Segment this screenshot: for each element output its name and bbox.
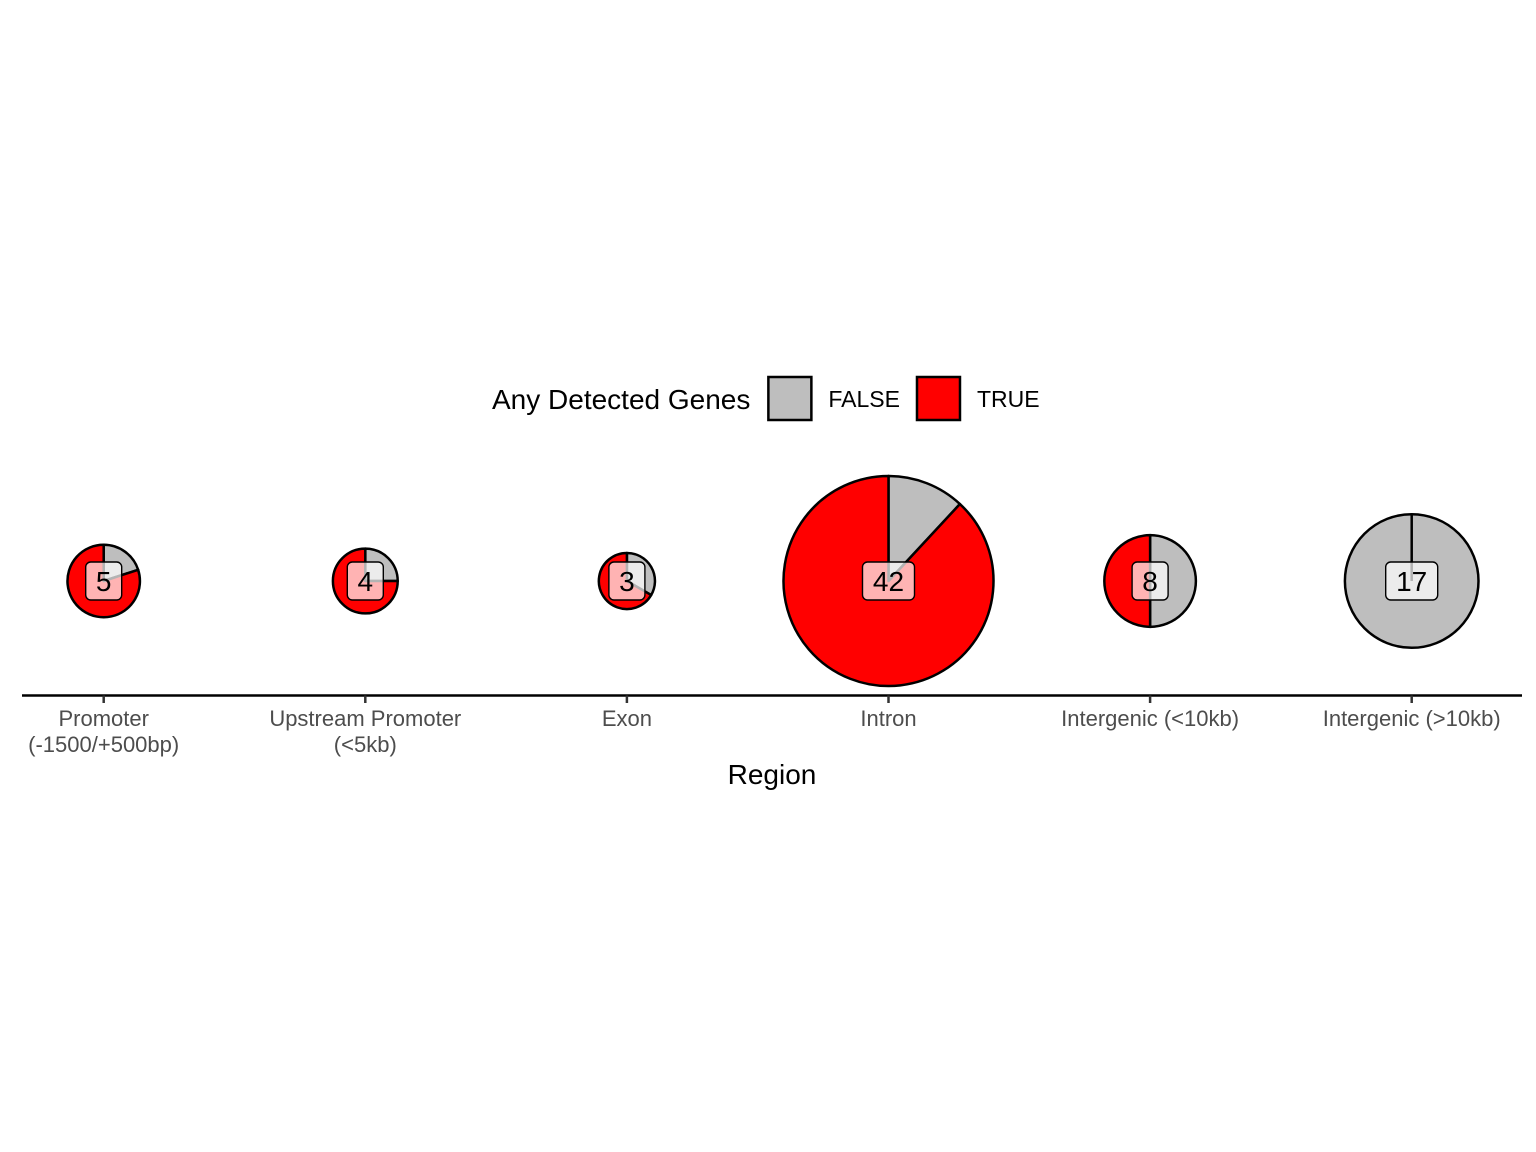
x-tick-label-intergenic-10kb: Intergenic (<10kb) (1061, 706, 1239, 731)
pie-exon: 3 (597, 551, 657, 611)
legend-key-false (767, 375, 813, 422)
count-label: 17 (1396, 566, 1427, 597)
count-label: 3 (619, 566, 635, 597)
x-tick-label-intergenic-10kb: Intergenic (>10kb) (1323, 706, 1501, 731)
count-label-box (84, 561, 123, 601)
legend-label-true: TRUE (977, 386, 1040, 412)
legend-key-true (915, 375, 962, 422)
x-tick-label-promoter-1500-500bp: Promoter (-1500/+500bp) (28, 706, 179, 757)
pie-slice-false (887, 474, 962, 583)
count-label-box (861, 561, 916, 601)
x-tick-label-exon: Exon (602, 706, 652, 731)
pie-slice-false (1148, 533, 1198, 629)
count-label-box (1131, 561, 1169, 601)
pie-intron: 42 (782, 474, 995, 688)
pie-upstream-promoter-5kb: 4 (331, 547, 399, 615)
legend-title: Any Detected Genes (492, 384, 750, 415)
pie-slice-true (1103, 533, 1152, 629)
pie-intergenic-10kb: 8 (1103, 533, 1198, 629)
count-label: 8 (1142, 566, 1158, 597)
count-label: 4 (358, 566, 374, 597)
x-axis-title: Region (728, 759, 817, 790)
count-label: 5 (96, 566, 112, 597)
legend-label-false: FALSE (828, 386, 900, 412)
x-axis: Promoter (-1500/+500bp) Upstream Promoter(… (22, 694, 1522, 790)
pie-promoter-1500-500bp: 5 (66, 543, 142, 619)
count-label-box (608, 561, 646, 601)
pie-intergenic-10kb: 17 (1343, 512, 1480, 650)
x-tick-label-upstream-promoter-5kb: Upstream Promoter (<5kb) (269, 706, 461, 757)
x-tick-label-intron: Intron (860, 706, 916, 731)
count-label-box (1384, 561, 1439, 601)
count-label-box (346, 561, 384, 601)
plot-panel: 5 4 3 42 8 17 (66, 474, 1480, 688)
legend: Any Detected Genes FALSE TRUE (492, 375, 1040, 422)
count-label: 42 (873, 566, 904, 597)
